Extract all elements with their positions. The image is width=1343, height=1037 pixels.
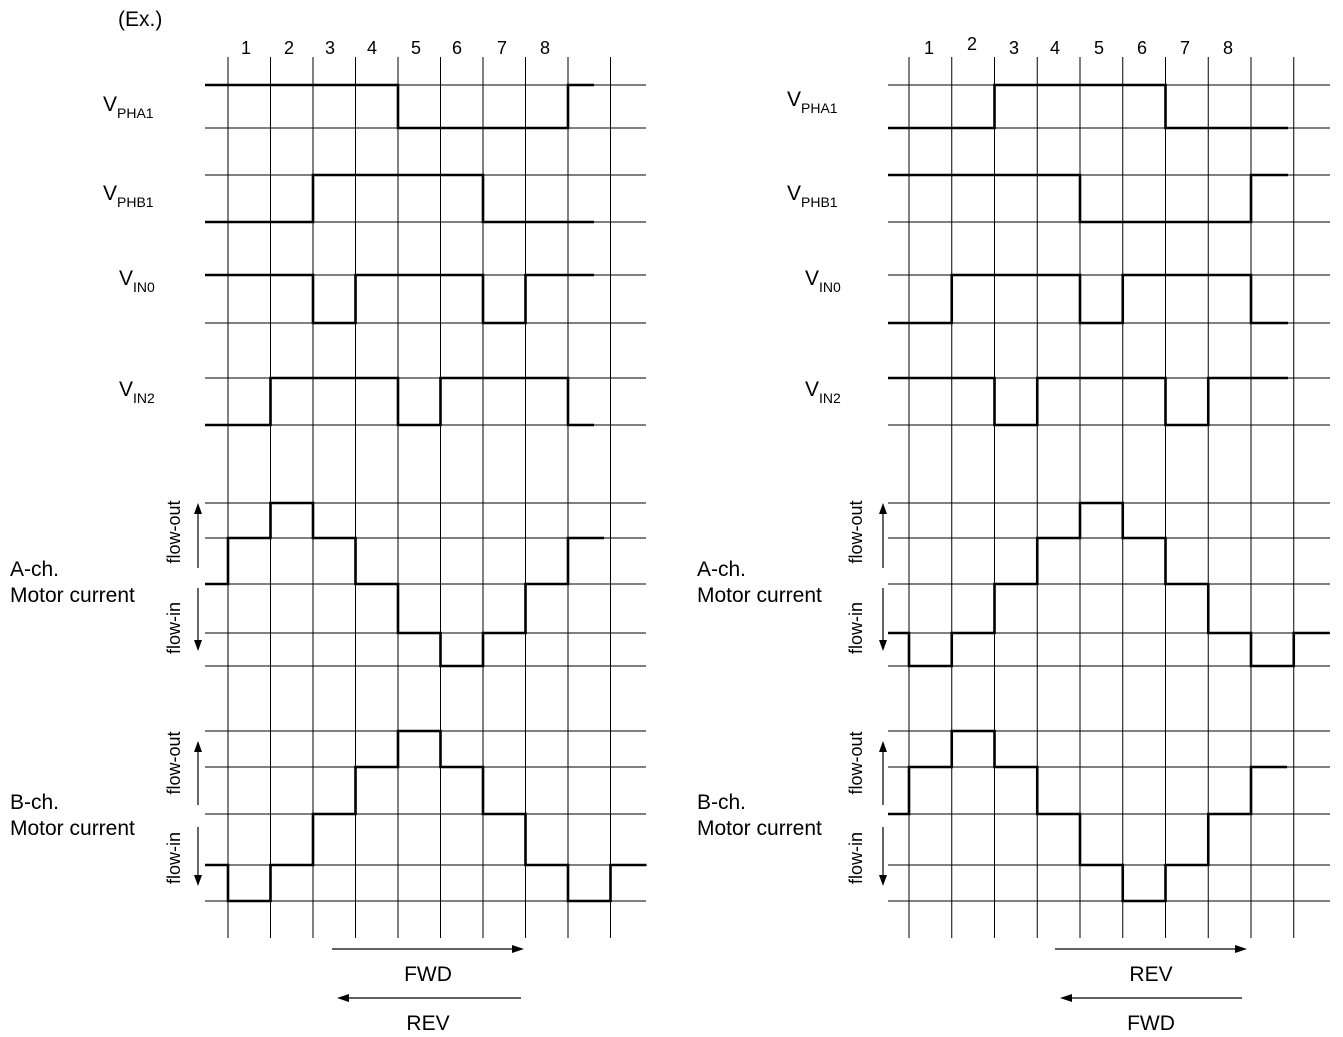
left-label-vin0: VIN0	[119, 267, 155, 295]
right-column-number: 5	[1094, 38, 1104, 58]
right-label-vin0: VIN0	[805, 267, 841, 295]
left-rev-label: REV	[406, 1012, 449, 1035]
right-column-number: 8	[1223, 38, 1233, 58]
right-rev-arrow	[1055, 945, 1247, 953]
right-grid	[888, 57, 1330, 938]
left-rev-arrow	[337, 994, 521, 1002]
right-waveform-pha1	[888, 83, 1288, 130]
right-waveform-in2	[888, 376, 1288, 427]
right-a-motor-current-label: Motor current	[697, 584, 822, 607]
left-grid	[205, 57, 646, 938]
left-column-number: 5	[411, 38, 421, 58]
left-waveform-pha1	[205, 83, 594, 130]
right-a-channel-label: A-ch.	[697, 558, 746, 581]
left-waveform-a-current	[205, 501, 604, 668]
left-column-number: 2	[284, 38, 294, 58]
left-b-flow-in-label: flow-in	[164, 832, 184, 884]
right-fwd-arrow	[1060, 994, 1242, 1002]
right-label-vpha1: VPHA1	[787, 88, 838, 116]
right-label-vphb1: VPHB1	[787, 182, 838, 210]
left-a-flow-in-arrow	[194, 588, 202, 651]
left-b-channel-label: B-ch.	[10, 791, 59, 814]
right-b-flow-out-arrow	[879, 741, 887, 805]
left-waveform-b-current	[205, 729, 647, 903]
left-b-flow-out-label: flow-out	[164, 731, 184, 794]
left-waveforms	[205, 83, 647, 903]
left-waveform-in2	[205, 376, 594, 427]
left-a-flow-in-label: flow-in	[164, 602, 184, 654]
left-a-motor-current-label: Motor current	[10, 584, 135, 607]
right-column-number: 6	[1137, 38, 1147, 58]
right-column-number: 2	[967, 34, 977, 54]
right-a-flow-in-arrow	[879, 588, 887, 651]
left-a-flow-out-arrow	[194, 503, 202, 568]
right-waveform-a-current	[888, 501, 1330, 668]
left-fwd-label: FWD	[404, 963, 452, 986]
left-column-number: 8	[540, 38, 550, 58]
left-column-number: 4	[367, 38, 377, 58]
right-fwd-label: FWD	[1127, 1012, 1175, 1035]
right-a-flow-in-label: flow-in	[846, 602, 866, 654]
left-a-channel-label: A-ch.	[10, 558, 59, 581]
example-label: (Ex.)	[118, 8, 162, 31]
left-column-number: 7	[497, 38, 507, 58]
right-waveform-b-current	[888, 729, 1287, 903]
right-column-number: 7	[1180, 38, 1190, 58]
left-label-vpha1: VPHA1	[103, 93, 154, 121]
right-b-flow-out-label: flow-out	[846, 731, 866, 794]
left-b-flow-in-arrow	[194, 827, 202, 886]
right-a-flow-out-arrow	[879, 503, 887, 568]
left-b-flow-out-arrow	[194, 741, 202, 805]
right-b-motor-current-label: Motor current	[697, 817, 822, 840]
right-column-number: 4	[1050, 38, 1060, 58]
left-waveform-in0	[205, 273, 594, 325]
right-timing-diagram: 1 2 3 4 5 6 7 8 VPHA1 VPHB1 VIN0 VIN2 A-…	[697, 34, 1330, 1035]
left-a-flow-out-label: flow-out	[164, 500, 184, 563]
right-rev-label: REV	[1129, 963, 1172, 986]
right-waveform-phb1	[888, 173, 1288, 224]
left-column-number: 3	[325, 38, 335, 58]
left-fwd-arrow	[332, 945, 524, 953]
left-column-number: 1	[241, 38, 251, 58]
left-timing-diagram: 1 2 3 4 5 6 7 8 VPHA1 VPHB1 VIN0 VIN2 A-…	[10, 38, 647, 1035]
right-waveforms	[888, 83, 1330, 903]
right-a-flow-out-label: flow-out	[846, 500, 866, 563]
left-label-vphb1: VPHB1	[103, 182, 154, 210]
right-b-flow-in-label: flow-in	[846, 832, 866, 884]
left-b-motor-current-label: Motor current	[10, 817, 135, 840]
right-waveform-in0	[888, 273, 1288, 325]
right-column-number: 3	[1009, 38, 1019, 58]
right-column-number: 1	[924, 38, 934, 58]
left-waveform-phb1	[205, 173, 594, 224]
right-label-vin2: VIN2	[805, 378, 841, 406]
left-label-vin2: VIN2	[119, 378, 155, 406]
right-b-flow-in-arrow	[879, 827, 887, 886]
right-b-channel-label: B-ch.	[697, 791, 746, 814]
left-column-number: 6	[452, 38, 462, 58]
